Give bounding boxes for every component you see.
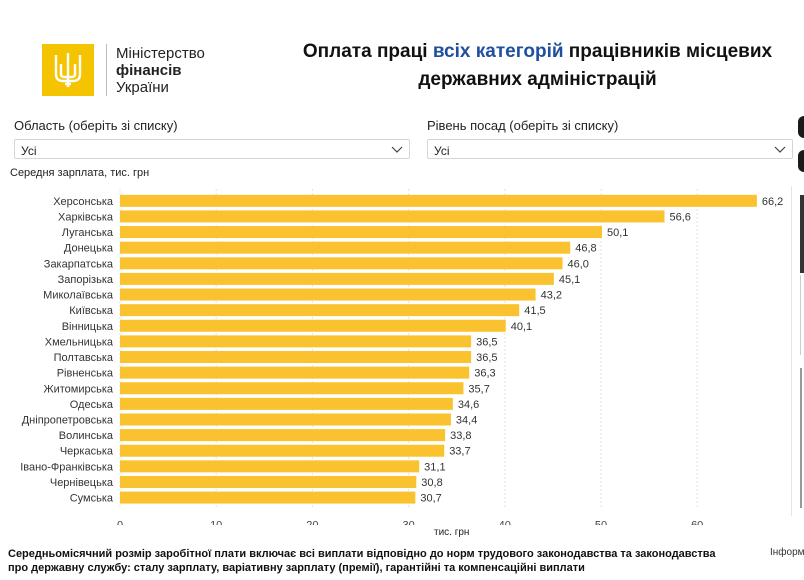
category-label: Черкаська (60, 446, 114, 458)
bar (120, 241, 571, 254)
value-label: 36,5 (476, 352, 497, 364)
bar (120, 319, 506, 332)
level-dropdown-value: Усі (434, 144, 450, 158)
value-label: 33,7 (449, 446, 470, 458)
x-tick-label: 50 (595, 519, 607, 525)
bar (120, 460, 420, 473)
scrollbar-track-segment (800, 368, 804, 508)
category-label: Чернівецька (50, 477, 114, 489)
value-label: 36,5 (476, 336, 497, 348)
level-filter-label: Рівень посад (оберіть зі списку) (427, 118, 619, 133)
info-link[interactable]: Інформ (770, 547, 804, 558)
side-control-bottom[interactable] (798, 150, 804, 172)
bar-chart: 0 10 20 30 40 50 60 Херсонська 66,2 Харківська 56,… (20, 189, 783, 525)
x-tick-label: 60 (691, 519, 703, 525)
category-label: Херсонська (53, 196, 114, 208)
scrollbar-track-segment (800, 275, 804, 355)
x-tick-label: 0 (117, 519, 123, 525)
bar (120, 194, 757, 207)
value-label: 35,7 (468, 383, 489, 395)
region-dropdown[interactable]: Усі (14, 139, 410, 159)
category-label: Дніпропетровська (22, 414, 114, 426)
bar (120, 475, 417, 488)
value-label: 34,6 (458, 399, 479, 411)
category-label: Закарпатська (44, 258, 114, 270)
page-title: Оплата праці всіх категорій працівників … (270, 38, 804, 94)
category-label: Полтавська (54, 352, 114, 364)
footnote: Середньомісячний розмір заробітної плати… (8, 548, 716, 574)
category-label: Миколаївська (43, 290, 114, 302)
ministry-line3: України (116, 78, 169, 96)
region-filter-label: Область (оберіть зі списку) (14, 118, 178, 133)
x-tick-label: 30 (402, 519, 414, 525)
scrollbar-thumb[interactable] (800, 195, 804, 273)
title-part3: працівників місцевих (563, 41, 773, 62)
x-tick-label: 10 (210, 519, 222, 525)
bar (120, 413, 451, 426)
ministry-line1: Міністерство (116, 44, 205, 62)
bar (120, 382, 464, 395)
category-label: Одеська (70, 399, 114, 411)
bar (120, 351, 472, 364)
value-label: 34,4 (456, 414, 477, 426)
category-label: Київська (69, 305, 114, 317)
category-label: Донецька (64, 243, 114, 255)
x-axis-title: тис. грн (434, 527, 470, 538)
category-label: Волинська (59, 430, 114, 442)
bar (120, 397, 453, 410)
value-label: 50,1 (607, 227, 628, 239)
category-label: Сумська (70, 493, 114, 505)
bar (120, 491, 416, 504)
bar (120, 366, 470, 379)
logo-emblem (42, 44, 94, 96)
title-part1: Оплата праці (302, 41, 433, 62)
bar (120, 429, 446, 442)
x-tick-label: 40 (499, 519, 511, 525)
value-label: 40,1 (511, 321, 532, 333)
category-label: Івано-Франківська (20, 461, 114, 473)
category-label: Житомирська (43, 383, 113, 395)
bar (120, 226, 602, 239)
category-label: Рівненська (57, 368, 114, 380)
category-label: Вінницька (62, 321, 114, 333)
category-label: Луганська (62, 227, 114, 239)
value-label: 41,5 (524, 305, 545, 317)
value-label: 30,8 (421, 477, 442, 489)
category-label: Запорізька (58, 274, 114, 286)
x-tick-label: 20 (306, 519, 318, 525)
value-label: 56,6 (669, 211, 690, 223)
chevron-down-icon (774, 146, 786, 153)
bar (120, 288, 536, 301)
ministry-name: Міністерство фінансів України (116, 45, 205, 96)
value-label: 43,2 (541, 290, 562, 302)
ministry-logo: Міністерство фінансів України (42, 44, 205, 96)
value-label: 46,8 (575, 243, 596, 255)
ministry-line2: фінансів (116, 61, 182, 79)
title-highlight: всіх категорій (432, 41, 564, 62)
logo-divider (106, 44, 107, 96)
bar (120, 335, 472, 348)
value-label: 45,1 (559, 274, 580, 286)
bar (120, 444, 445, 457)
scrollbar-track[interactable] (791, 186, 804, 516)
chevron-down-icon (391, 146, 403, 153)
value-label: 33,8 (450, 430, 471, 442)
category-label: Хмельницька (45, 336, 114, 348)
bar (120, 210, 665, 223)
bar (120, 272, 554, 285)
side-control-top[interactable] (798, 116, 804, 138)
value-label: 46,0 (568, 258, 589, 270)
value-label: 66,2 (762, 196, 783, 208)
chart-title: Середня зарплата, тис. грн (10, 167, 150, 179)
trident-icon (54, 53, 82, 87)
bar (120, 304, 520, 317)
bar (120, 257, 563, 270)
value-label: 30,7 (420, 493, 441, 505)
value-label: 36,3 (474, 368, 495, 380)
value-label: 31,1 (424, 461, 445, 473)
category-label: Харківська (58, 211, 114, 223)
region-dropdown-value: Усі (21, 144, 37, 158)
level-dropdown[interactable]: Усі (427, 139, 793, 159)
title-line2: державних адміністрацій (418, 69, 657, 90)
